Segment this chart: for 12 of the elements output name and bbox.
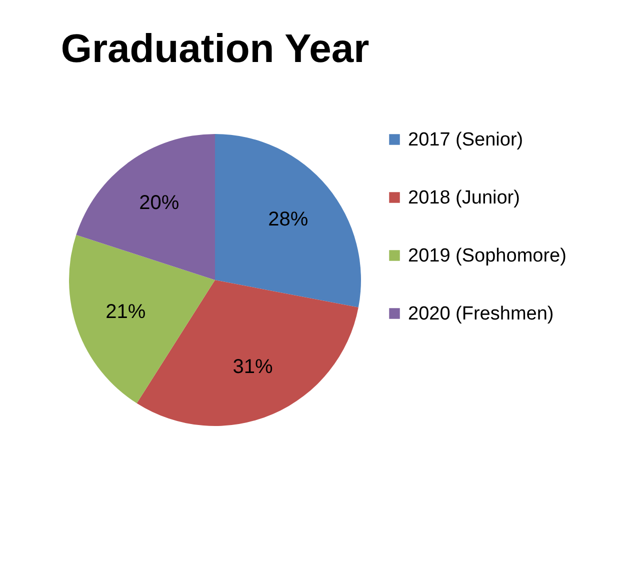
data-label: 31%	[232, 356, 273, 378]
legend-label: 2019 (Sophomore)	[408, 246, 566, 266]
data-label: 28%	[268, 208, 308, 230]
data-label: 20%	[139, 192, 180, 214]
legend-label: 2018 (Junior)	[408, 188, 520, 208]
pie-slice	[76, 134, 215, 280]
data-label: 21%	[106, 301, 146, 324]
legend-label: 2020 (Freshmen)	[408, 304, 554, 324]
legend-label: 2017 (Senior)	[408, 130, 524, 150]
chart-title: Graduation Year	[60, 27, 370, 71]
pie-slice	[215, 134, 361, 308]
pie-slice	[69, 234, 215, 404]
